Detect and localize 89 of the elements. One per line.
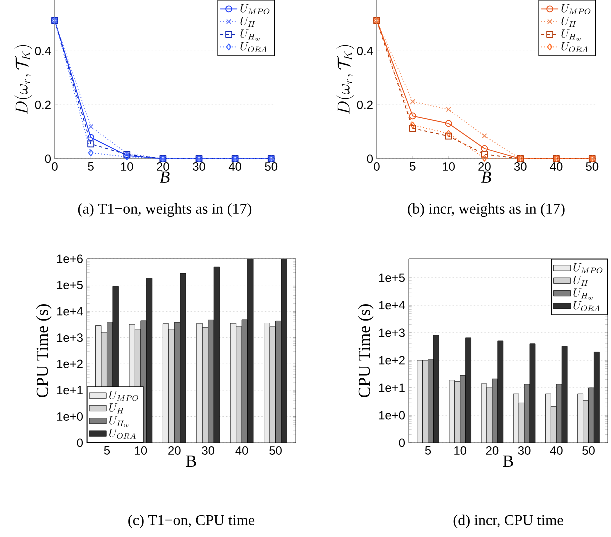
legend-label: $U_{MPO}$ (110, 391, 138, 402)
x-tick-label: 10 (135, 446, 148, 455)
x-tick-label: 50 (265, 162, 278, 171)
legend-label: $U_{MPO}$ (562, 4, 591, 15)
x-axis-title: B (481, 172, 492, 183)
legend-label: $U_{H}$ (574, 276, 588, 286)
x-tick-label: 30 (193, 162, 206, 171)
point (481, 145, 488, 152)
x-tick-label: 40 (550, 162, 563, 171)
x-tick-label: 50 (270, 446, 282, 455)
x-tick-label: 20 (157, 162, 170, 171)
y-tick-label: 0 (399, 438, 406, 448)
point (88, 140, 95, 148)
point (88, 134, 95, 142)
point (446, 107, 452, 112)
x-tick-label: 30 (202, 446, 215, 455)
y-tick-label: 1e+0 (379, 411, 406, 420)
x-axis-title: B (160, 172, 170, 183)
y-tick-label: 1e+4 (57, 307, 84, 316)
point (410, 122, 416, 129)
legend-label: $U_{H_w}$ (240, 30, 260, 41)
text: (d) incr, CPU time (454, 514, 564, 528)
y-tick-label: 1e+3 (379, 328, 405, 338)
x-tick-label: 10 (121, 162, 134, 171)
y-tick-label: 0 (367, 154, 374, 164)
x-tick-label: 50 (582, 446, 595, 455)
y-tick-label: 1e+3 (57, 334, 83, 342)
text: (a) T1−on, weights as in (17) (78, 203, 252, 218)
legend-label: $U_{ORA}$ (110, 428, 136, 440)
y-tick-label: 0.4 (35, 46, 52, 56)
y-tick-label: 0.4 (357, 46, 374, 56)
x-tick-label: 40 (228, 162, 242, 171)
legend-label: $U_{H}$ (240, 17, 256, 27)
point (446, 130, 452, 138)
x-tick-label: 5 (88, 162, 94, 171)
x-tick-label: 40 (550, 446, 563, 455)
y-tick-label: 0.2 (357, 100, 373, 110)
legend-label: $U_{MPO}$ (574, 263, 603, 274)
x-tick-label: 5 (104, 446, 110, 455)
legend-label: $U_{ORA}$ (562, 42, 588, 52)
legend-label: $U_{ORA}$ (240, 42, 268, 52)
legend-label: $U_{H_w}$ (562, 30, 581, 41)
x-axis-title: B (503, 456, 514, 467)
point (482, 134, 488, 139)
y-tick-label: 1e+1 (379, 384, 405, 392)
point (88, 150, 94, 157)
x-tick-label: 10 (443, 162, 455, 171)
y-tick-label: 0 (77, 438, 84, 448)
y-tick-label: 1e+1 (57, 386, 83, 395)
point (409, 125, 416, 132)
point (88, 124, 94, 130)
y-axis-title: $D(\omega_r, \mathcal{T}_K)$ (14, 45, 32, 114)
point (445, 132, 452, 140)
x-tick-label: 20 (168, 446, 181, 455)
y-tick-label: 1e+2 (57, 360, 83, 368)
legend-label: $U_{H_w}$ (574, 288, 593, 300)
x-tick-label: 20 (486, 446, 499, 455)
y-axis-title: CPU Time (s) (36, 304, 52, 398)
y-tick-label: 1e+0 (57, 412, 84, 421)
x-tick-label: 30 (518, 446, 531, 455)
y-tick-label: 1e+5 (57, 281, 83, 290)
x-tick-label: 5 (410, 162, 416, 171)
point (410, 99, 416, 104)
x-axis-title: B (186, 456, 196, 467)
legend-label: $U_{MPO}$ (240, 4, 270, 15)
x-tick-label: 10 (454, 446, 467, 455)
x-tick-label: 30 (514, 162, 527, 171)
legend-label: $U_{H}$ (110, 404, 124, 414)
y-tick-label: 0.2 (35, 100, 51, 110)
text: (b) incr, weights as in (17) (408, 203, 565, 218)
legend-label: $U_{H_w}$ (110, 416, 129, 428)
y-tick-label: 1e+6 (57, 254, 83, 264)
text: (c) T1−on, CPU time (128, 514, 255, 528)
point (445, 120, 452, 128)
x-tick-label: 40 (236, 446, 248, 455)
y-tick-label: 1e+5 (379, 274, 405, 282)
y-axis-title: CPU Time (s) (358, 304, 374, 398)
point (481, 150, 488, 158)
y-axis-title: $D(\omega_r, \mathcal{T}_K)$ (336, 45, 354, 114)
x-tick-label: 20 (478, 162, 491, 171)
x-tick-label: 50 (586, 162, 599, 171)
y-tick-label: 1e+4 (379, 301, 406, 310)
y-tick-label: 1e+2 (379, 356, 405, 365)
legend-label: $U_{ORA}$ (574, 301, 600, 312)
y-tick-label: 0 (45, 154, 52, 164)
x-tick-label: 5 (425, 446, 432, 455)
legend-label: $U_{H}$ (562, 17, 576, 27)
point (409, 112, 416, 120)
point (482, 155, 488, 162)
